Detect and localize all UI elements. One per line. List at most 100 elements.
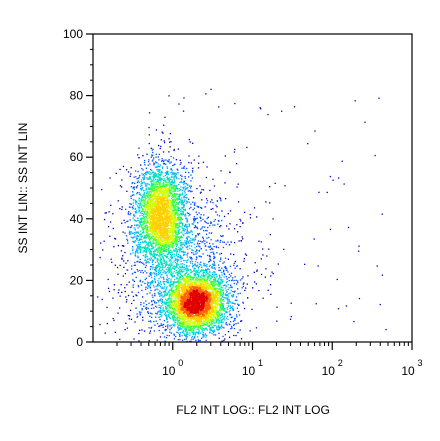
event-point [152, 259, 154, 261]
event-point [142, 190, 145, 192]
event-point [172, 199, 174, 201]
event-point [155, 189, 157, 191]
event-point [183, 319, 185, 321]
event-point [214, 289, 216, 291]
event-point [185, 334, 187, 336]
event-point [167, 177, 170, 179]
event-point [159, 272, 162, 274]
event-point [143, 222, 146, 225]
event-point [157, 264, 159, 266]
event-point [165, 249, 167, 251]
event-point [179, 299, 181, 301]
event-point [135, 199, 137, 202]
event-point [242, 301, 244, 303]
event-point [210, 313, 212, 315]
event-point [162, 209, 164, 211]
event-point [169, 246, 171, 248]
event-point [166, 225, 169, 227]
event-point [174, 185, 176, 187]
event-point [158, 192, 161, 194]
event-point [155, 285, 157, 287]
event-point [157, 223, 159, 225]
event-point [230, 279, 233, 282]
event-point [169, 212, 171, 214]
event-point [138, 192, 141, 194]
event-point [181, 197, 183, 199]
event-point [236, 299, 238, 301]
event-point [184, 213, 186, 215]
event-point [170, 216, 173, 218]
event-point [148, 159, 150, 161]
event-point [166, 254, 169, 256]
event-point [161, 172, 163, 174]
event-point [157, 212, 160, 214]
event-point [154, 194, 157, 196]
event-point [171, 271, 173, 273]
event-point [155, 186, 158, 188]
event-point [181, 218, 184, 220]
event-point [156, 273, 158, 275]
event-point [162, 195, 164, 197]
event-point [178, 321, 180, 323]
event-point [154, 239, 156, 241]
event-point [130, 203, 132, 205]
event-point [147, 206, 149, 208]
event-point [143, 241, 145, 244]
event-point [147, 222, 150, 224]
event-point [147, 171, 149, 173]
event-point [179, 338, 181, 341]
event-point [128, 232, 131, 234]
event-point [133, 194, 135, 196]
event-point [219, 299, 221, 301]
event-point [174, 225, 177, 227]
event-point [164, 250, 166, 252]
event-point [173, 215, 175, 217]
event-point [144, 236, 146, 238]
event-point [163, 183, 165, 185]
event-point [186, 243, 188, 245]
event-point [146, 204, 148, 206]
event-point [152, 201, 154, 203]
event-point [187, 201, 189, 203]
event-point [155, 212, 157, 214]
event-point [216, 318, 218, 321]
event-point [153, 252, 155, 254]
event-point [185, 318, 188, 320]
event-point [142, 200, 144, 202]
event-point [170, 264, 172, 266]
event-point [169, 231, 172, 233]
event-point [167, 172, 169, 175]
event-point [159, 290, 161, 293]
event-point [145, 222, 147, 224]
event-point [137, 231, 139, 233]
event-point [159, 208, 161, 211]
event-point [172, 249, 175, 251]
event-point [207, 295, 209, 297]
event-point [155, 183, 157, 185]
event-point [176, 201, 178, 203]
event-point [174, 240, 176, 242]
event-point [184, 194, 186, 196]
event-point [141, 224, 143, 226]
event-point [166, 177, 169, 179]
event-point [153, 185, 155, 187]
event-point [159, 169, 161, 171]
event-point [170, 186, 173, 188]
event-point [184, 175, 186, 178]
event-point [204, 278, 206, 280]
event-point [163, 222, 165, 224]
event-point [174, 172, 176, 175]
event-point [133, 215, 136, 217]
event-point [166, 197, 168, 199]
event-point [157, 185, 159, 188]
event-point [136, 237, 139, 240]
event-point [160, 203, 162, 205]
event-point [135, 212, 137, 214]
event-point [162, 166, 164, 168]
event-point [174, 193, 176, 195]
event-point [131, 268, 133, 270]
event-point [175, 159, 178, 161]
event-point [155, 245, 157, 247]
event-point [132, 237, 134, 239]
event-point [149, 204, 152, 206]
